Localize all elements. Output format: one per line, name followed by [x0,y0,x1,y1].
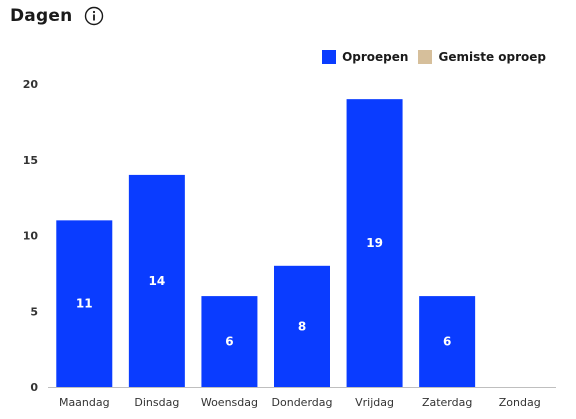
info-icon[interactable] [84,6,104,26]
chart-legend: Oproepen Gemiste oproep [322,50,546,64]
bar-value-label: 6 [443,335,451,349]
legend-swatch-oproepen [322,50,337,64]
bar-value-label: 11 [76,297,93,311]
x-tick-label: Vrijdag [355,396,394,409]
bar-value-label: 6 [225,335,233,349]
bar[interactable] [128,174,185,387]
legend-item-gemiste-oproep[interactable]: Gemiste oproep [418,50,546,64]
bar[interactable] [201,296,258,387]
bar[interactable] [274,265,330,387]
y-tick-label: 15 [23,154,38,167]
x-tick-label: Zondag [499,396,541,409]
chart-title: Dagen [10,6,73,26]
legend-swatch-gemiste-oproep [418,50,433,64]
x-tick-label: Maandag [59,396,110,409]
bar-value-label: 19 [366,236,383,250]
chart-header: Dagen [10,6,104,26]
x-tick-label: Woensdag [201,396,258,409]
x-tick-label: Zaterdag [422,396,472,409]
legend-item-oproepen[interactable]: Oproepen [322,50,408,64]
bar-value-label: 8 [298,319,306,333]
y-tick-label: 20 [23,78,39,91]
legend-label-oproepen: Oproepen [342,50,409,64]
x-tick-label: Dinsdag [134,396,179,409]
y-tick-label: 10 [23,230,39,243]
bar-value-label: 14 [149,274,166,288]
legend-label-gemiste-oproep: Gemiste oproep [438,50,546,64]
bar[interactable] [56,220,113,387]
bar[interactable] [346,99,403,388]
bar[interactable] [419,296,476,387]
y-tick-label: 0 [30,381,38,394]
y-tick-label: 5 [30,305,38,318]
x-tick-label: Donderdag [272,396,333,409]
